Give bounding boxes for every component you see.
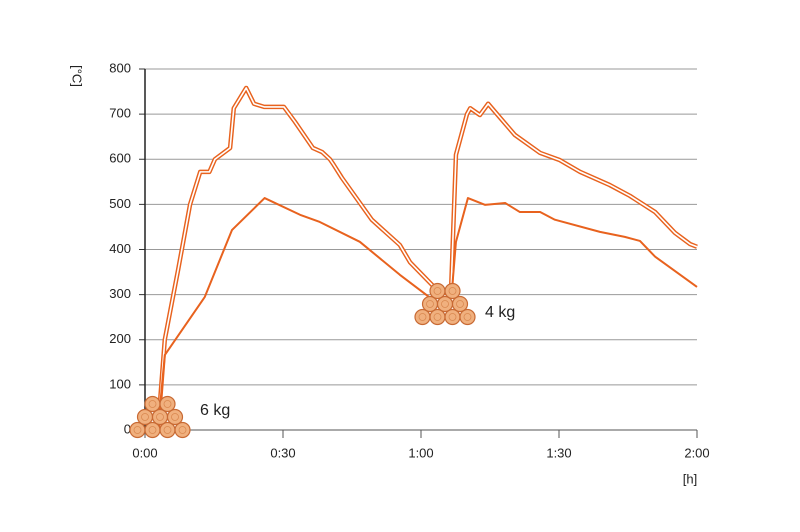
y-tick-label: 300 <box>109 286 131 301</box>
x-tick-label: 0:00 <box>132 445 157 460</box>
y-tick-label: 400 <box>109 241 131 256</box>
log <box>459 308 476 326</box>
y-tick-label: 700 <box>109 106 131 121</box>
log-ring <box>448 313 457 321</box>
log-ring <box>148 426 157 434</box>
log-ring <box>156 413 164 421</box>
y-tick-label: 800 <box>109 60 131 75</box>
log-ring <box>463 313 472 321</box>
log-ring <box>141 413 149 421</box>
y-tick-label: 500 <box>109 196 131 211</box>
log-ring <box>178 426 187 434</box>
annotation: 6 kg <box>200 402 230 419</box>
line <box>156 197 698 431</box>
log-ring <box>418 313 427 321</box>
log <box>444 282 461 300</box>
y-tick-label: 200 <box>109 331 131 346</box>
line <box>155 85 698 431</box>
log-ring <box>433 313 442 321</box>
y-tick-label: 100 <box>109 376 131 391</box>
log-ring <box>148 400 157 408</box>
line-inner <box>157 87 698 431</box>
x-tick-label: 1:00 <box>408 445 433 460</box>
x-tick-label: 1:30 <box>546 445 571 460</box>
log-ring <box>441 300 449 308</box>
log-ring <box>133 426 142 434</box>
y-tick-label: 0 <box>124 421 131 436</box>
log-ring <box>448 287 457 295</box>
log <box>144 395 161 413</box>
log-ring <box>171 413 179 421</box>
x-tick-label: 0:30 <box>270 445 295 460</box>
log-ring <box>426 300 434 308</box>
log <box>166 408 184 426</box>
log-ring <box>163 426 172 434</box>
log-ring <box>433 287 442 295</box>
x-axis-label: [h] <box>683 471 697 486</box>
log <box>174 421 191 439</box>
log-ring <box>456 300 464 308</box>
y-axis-label: [°C] <box>70 65 85 87</box>
log <box>429 282 446 300</box>
log-ring <box>163 400 172 408</box>
log <box>159 395 176 413</box>
annotation: 4 kg <box>485 304 515 321</box>
x-tick-label: 2:00 <box>684 445 709 460</box>
log <box>451 295 469 313</box>
y-tick-label: 600 <box>109 151 131 166</box>
